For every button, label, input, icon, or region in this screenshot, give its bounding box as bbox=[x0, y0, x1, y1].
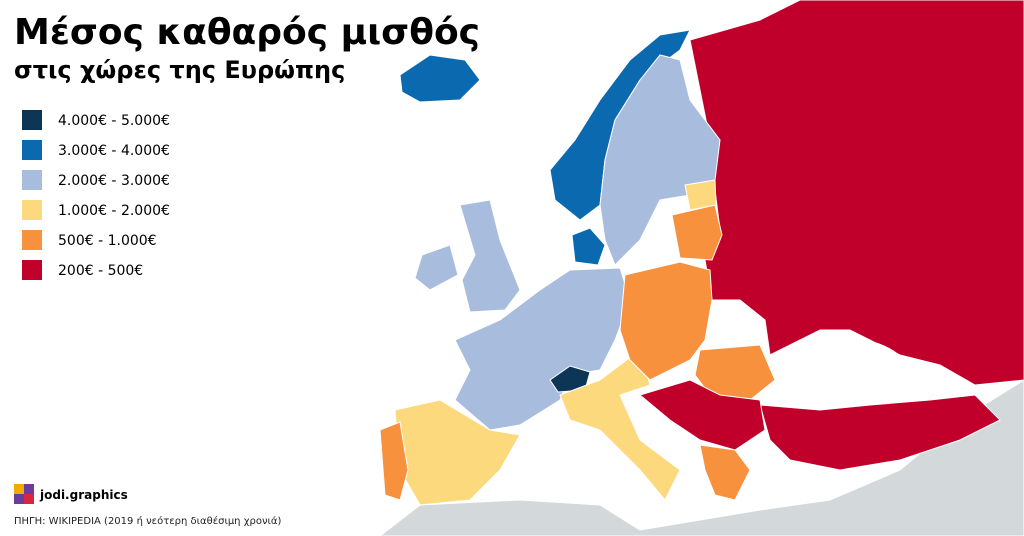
legend-swatch bbox=[22, 140, 42, 160]
legend-swatch bbox=[22, 260, 42, 280]
black-sea bbox=[770, 337, 910, 413]
greece bbox=[699, 444, 751, 501]
sweden-finland bbox=[599, 54, 721, 266]
legend-label: 4.000€ - 5.000€ bbox=[58, 113, 170, 129]
legend-swatch bbox=[22, 110, 42, 130]
estonia bbox=[684, 179, 717, 211]
uk bbox=[459, 199, 521, 313]
legend-label: 3.000€ - 4.000€ bbox=[58, 143, 170, 159]
ireland bbox=[414, 244, 459, 291]
legend-label: 200€ - 500€ bbox=[58, 263, 143, 279]
legend-label: 2.000€ - 3.000€ bbox=[58, 173, 170, 189]
iceland bbox=[399, 54, 481, 103]
portugal bbox=[379, 421, 409, 501]
legend-swatch bbox=[22, 200, 42, 220]
legend-label: 500€ - 1.000€ bbox=[58, 233, 157, 249]
map bbox=[379, 0, 1024, 536]
switzerland bbox=[549, 365, 591, 393]
denmark bbox=[571, 227, 606, 266]
legend-label: 1.000€ - 2.000€ bbox=[58, 203, 170, 219]
brand-logo-part bbox=[24, 494, 34, 504]
legend-swatch bbox=[22, 230, 42, 250]
subtitle: στις χώρες της Ευρώπης bbox=[14, 56, 345, 84]
title: Μέσος καθαρός μισθός bbox=[14, 12, 480, 53]
region-red-east bbox=[689, 0, 1024, 386]
brand-logo-part bbox=[14, 484, 24, 494]
africa-asia bbox=[379, 379, 1024, 536]
balkans bbox=[638, 379, 766, 451]
central-orange bbox=[619, 261, 713, 381]
source: ΠΗΓΗ: WIKIPEDIA (2019 ή νεότερη διαθέσιμ… bbox=[14, 515, 282, 527]
legend: 4.000€ - 5.000€ 3.000€ - 4.000€ 2.000€ - 3… bbox=[22, 110, 170, 280]
west-europe bbox=[454, 267, 631, 431]
legend-swatch bbox=[22, 170, 42, 190]
spain bbox=[394, 399, 521, 506]
region-red-turkey bbox=[759, 394, 1001, 471]
brand: jodi.graphics bbox=[39, 488, 128, 502]
baltics bbox=[671, 204, 723, 261]
